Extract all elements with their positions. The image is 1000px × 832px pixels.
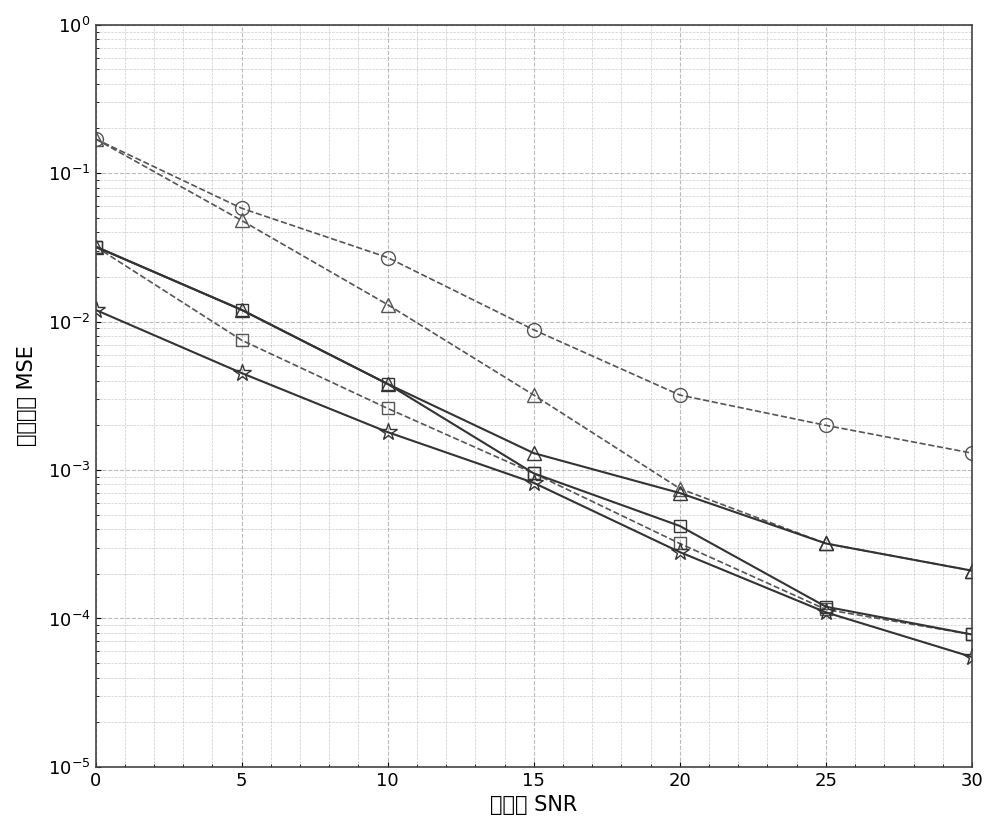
X-axis label: 信噪比 SNR: 信噪比 SNR [490,795,577,815]
Y-axis label: 估计误差 MSE: 估计误差 MSE [17,345,37,446]
